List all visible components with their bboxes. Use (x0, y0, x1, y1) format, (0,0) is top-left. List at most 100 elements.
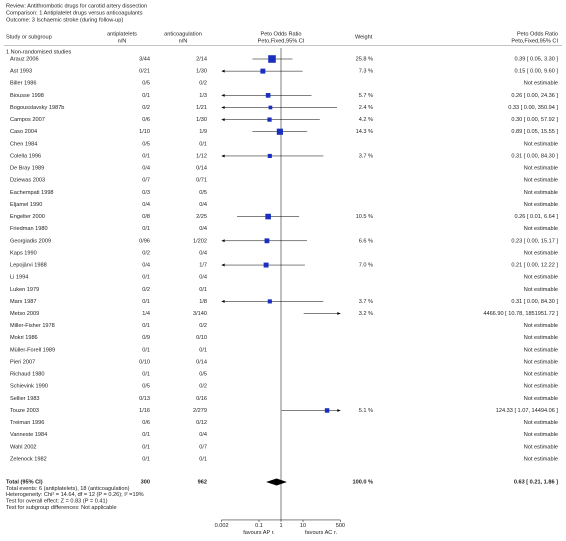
study: Ast 1993 (10, 69, 32, 75)
arrow-left (221, 239, 225, 243)
estimate (263, 262, 269, 268)
ac: 0/1 (199, 287, 207, 293)
result: Not estimable (524, 456, 558, 462)
ap: 1/10 (139, 129, 150, 135)
result: 0.26 [ 0.01, 6.64 ] (514, 214, 558, 220)
ap: 0/1 (142, 456, 150, 462)
ap: 0/1 (142, 299, 150, 305)
total-ac: 962 (198, 479, 207, 485)
ap: 0/21 (139, 69, 150, 75)
estimate (268, 105, 273, 110)
x-tick-label: 500 (336, 523, 345, 529)
study: Li 1994 (10, 275, 28, 281)
estimate (265, 213, 271, 220)
ap: 0/8 (142, 214, 150, 220)
estimate (276, 128, 283, 135)
ap: 0/5 (142, 81, 150, 87)
ac: 0/5 (199, 190, 207, 196)
ap: 0/4 (142, 202, 150, 208)
result: Not estimable (524, 226, 558, 232)
estimate (324, 408, 330, 413)
weight: 4.2 % (359, 117, 373, 123)
total-ap: 300 (141, 479, 150, 485)
arrow-left (221, 93, 225, 97)
estimate (260, 68, 266, 74)
study: Kaps 1990 (10, 250, 37, 256)
weight: 10.5 % (356, 214, 373, 220)
x-tick-label: 10 (300, 523, 306, 529)
ap: 0/1 (142, 226, 150, 232)
ac: 0/4 (199, 250, 207, 256)
arrow-left (221, 105, 225, 109)
study: Wahl 2002 (10, 444, 37, 450)
ac: 0/7 (199, 444, 207, 450)
result: Not estimable (524, 141, 558, 147)
study: Schievink 1990 (10, 384, 48, 390)
ap: 0/7 (142, 178, 150, 184)
ap: 0/1 (142, 432, 150, 438)
review: Review: Antithrombotic drugs for carotid… (6, 3, 147, 9)
col-ap-sub: n/N (118, 38, 127, 44)
note: Test for overall effect: Z = 0.83 (P = 0… (6, 499, 108, 505)
arrow-left (221, 69, 225, 73)
col-result: Peto Odds Ratio (517, 31, 558, 37)
col-ap: antiplatelets (107, 31, 137, 37)
study: Sellier 1983 (10, 396, 40, 402)
ac: 2/25 (196, 214, 207, 220)
favours-right: favours AC r. (305, 530, 337, 536)
ac: 0/5 (199, 372, 207, 378)
result: Not estimable (524, 396, 558, 402)
study: Campos 2007 (10, 117, 45, 123)
result: 0.89 [ 0.05, 15.55 ] (511, 129, 558, 135)
arrow-left (221, 263, 225, 267)
note: Test for subgroup differences: Not appli… (6, 505, 117, 511)
col-ac: anticoagulation (164, 31, 202, 37)
ac: 1/30 (196, 117, 207, 123)
comparison: Comparison: 1 Antiplatelet drugs versus … (6, 10, 143, 16)
result: 0.33 [ 0.00, 350.94 ] (508, 105, 558, 111)
result: 0.21 [ 0.00, 12.22 ] (511, 263, 558, 269)
result: 4466.90 [ 10.78, 1851951.72 ] (483, 311, 558, 317)
estimate (264, 238, 270, 244)
x-tick-label: 0.002 (215, 523, 229, 529)
study: Arauz 2006 (10, 56, 39, 62)
total-study: Total (95% CI) (6, 479, 43, 485)
ap: 3/44 (139, 56, 150, 62)
ac: 1/30 (196, 69, 207, 75)
study: Engelter 2000 (10, 214, 45, 220)
ac: 0/4 (199, 275, 207, 281)
study: Miller-Fisher 1978 (10, 323, 55, 329)
study: Vanneste 1984 (10, 432, 47, 438)
ac: 0/4 (199, 432, 207, 438)
arrow-left (221, 299, 225, 303)
study: Caso 2004 (10, 129, 37, 135)
ap: 0/10 (139, 359, 150, 365)
note: Total events: 6 (antiplatelets), 18 (ant… (6, 486, 130, 492)
ap: 0/13 (139, 396, 150, 402)
ap: 0/2 (142, 250, 150, 256)
result: Not estimable (524, 287, 558, 293)
ap: 0/1 (142, 153, 150, 159)
ac: 0/4 (199, 202, 207, 208)
estimate (267, 117, 272, 122)
weight: 6.6 % (359, 238, 373, 244)
estimate (268, 55, 276, 63)
study: Mokri 1986 (10, 335, 38, 341)
weight: 3.2 % (359, 311, 373, 317)
favours-left: favours AP r. (243, 530, 275, 536)
ac: 0/2 (199, 81, 207, 87)
x-tick-label: 1 (279, 523, 282, 529)
result: 0.31 [ 0.00, 84.30 ] (511, 299, 558, 305)
weight: 3.7 % (359, 153, 373, 159)
ap: 0/4 (142, 263, 150, 269)
result: 0.31 [ 0.00, 84.30 ] (511, 153, 558, 159)
study: Touze 2003 (10, 408, 39, 414)
result: Not estimable (524, 323, 558, 329)
ac: 1/3 (199, 93, 207, 99)
result: Not estimable (524, 347, 558, 353)
weight: 25.8 % (356, 56, 373, 62)
result: Not estimable (524, 359, 558, 365)
study: Treiman 1996 (10, 420, 44, 426)
study: Eachempati 1998 (10, 190, 54, 196)
col-plot-sub: Peto,Fixed,95% CI (258, 38, 305, 44)
